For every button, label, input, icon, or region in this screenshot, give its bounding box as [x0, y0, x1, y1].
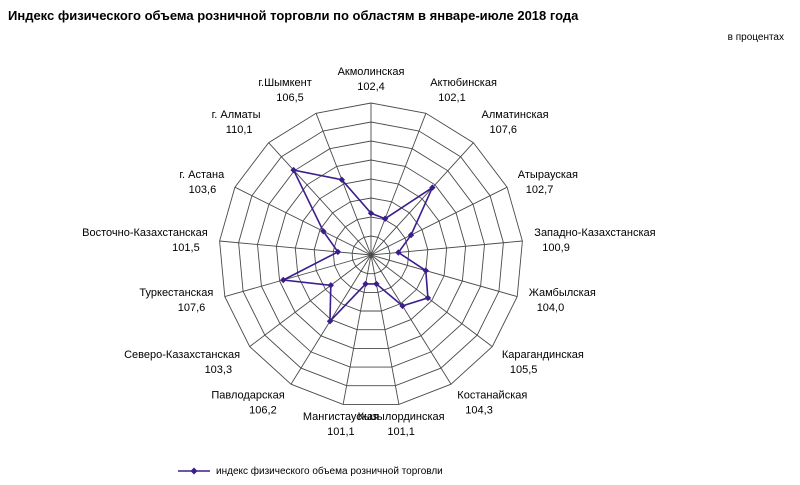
data-point-11	[327, 282, 334, 289]
category-label-0: Акмолинская	[338, 66, 405, 78]
spoke-3	[370, 186, 508, 256]
value-label-12: 107,6	[178, 302, 206, 314]
category-label-8: Кызылординская	[358, 411, 445, 423]
spoke-1	[370, 113, 427, 256]
spoke-5	[370, 254, 518, 298]
legend-point	[190, 467, 198, 475]
grid-ring-4	[294, 178, 448, 331]
grid-ring-2	[332, 216, 410, 293]
category-label-13: Восточно-Казахстанская	[82, 227, 208, 239]
category-label-5: Жамбылская	[529, 287, 596, 299]
category-label-12: Туркестанская	[139, 287, 213, 299]
grid	[219, 102, 523, 405]
category-label-6: Карагандинская	[502, 349, 584, 361]
category-labels: Акмолинская 102,4 Актюбинская 102,1 Алматинс…	[82, 66, 655, 438]
category-label-10: Павлодарская	[211, 389, 284, 401]
value-label-0: 102,4	[357, 81, 385, 93]
value-label-14: 103,6	[189, 184, 217, 196]
value-label-13: 101,5	[172, 242, 200, 254]
value-label-8: 101,1	[387, 426, 415, 438]
spoke-13	[219, 240, 372, 256]
value-label-16: 106,5	[276, 92, 304, 104]
spoke-4	[370, 240, 523, 256]
series-layer	[280, 166, 436, 325]
data-point-0	[367, 210, 375, 217]
value-label-2: 107,6	[490, 124, 518, 136]
category-label-2: Алматинская	[482, 109, 549, 121]
spoke-7	[370, 254, 452, 385]
grid-ring-7	[238, 121, 504, 387]
data-point-5	[422, 267, 429, 274]
chart-title: Индекс физического объема розничной торг…	[8, 8, 579, 23]
value-label-15: 110,1	[226, 124, 253, 136]
data-point-3	[407, 231, 415, 239]
spoke-8	[370, 254, 400, 405]
spoke-6	[370, 254, 493, 347]
data-point-7	[399, 302, 406, 310]
data-point-13	[334, 248, 342, 256]
data-point-1	[381, 215, 389, 222]
category-label-4: Западно-Казахстанская	[534, 227, 655, 239]
grid-ring-8	[219, 102, 523, 405]
spoke-16	[315, 113, 372, 256]
data-point-2	[429, 184, 436, 191]
value-label-3: 102,7	[526, 184, 554, 196]
category-label-14: г. Астана	[179, 169, 225, 181]
category-label-15: г. Алматы	[212, 109, 261, 121]
legend-text: индекс физического объема розничной торг…	[216, 466, 443, 477]
data-point-14	[320, 228, 327, 235]
category-label-11: Северо-Казахстанская	[124, 349, 240, 361]
grid-ring-5	[275, 159, 467, 349]
data-point-16	[338, 176, 345, 183]
data-point-6	[424, 294, 432, 302]
value-label-1: 102,1	[438, 92, 466, 104]
value-label-6: 105,5	[510, 364, 538, 376]
value-label-10: 106,2	[249, 404, 277, 416]
data-point-10	[326, 318, 334, 325]
units-label: в процентах	[727, 32, 784, 43]
spoke-2	[370, 142, 474, 256]
data-point-15	[290, 166, 297, 174]
spoke-11	[249, 254, 372, 347]
category-label-16: г.Шымкент	[258, 77, 311, 89]
category-label-3: Атырауская	[518, 169, 578, 181]
category-label-9: Мангистауская	[303, 411, 379, 423]
spoke-14	[234, 186, 372, 256]
category-label-1: Актюбинская	[430, 77, 497, 89]
data-point-9	[362, 280, 369, 288]
grid-ring-6	[257, 140, 485, 368]
value-label-7: 104,3	[465, 404, 493, 416]
value-label-11: 103,3	[205, 364, 233, 376]
value-label-9: 101,1	[327, 426, 355, 438]
category-label-7: Костанайская	[457, 389, 527, 401]
spoke-15	[268, 142, 372, 256]
data-point-4	[395, 249, 402, 256]
data-point-8	[373, 280, 380, 288]
legend-marker	[178, 467, 210, 475]
spoke-12	[224, 254, 372, 298]
data-point-12	[280, 276, 287, 284]
value-label-4: 100,9	[542, 242, 570, 254]
series-line	[280, 169, 435, 324]
spoke-9	[342, 254, 372, 405]
grid-ring-1	[351, 235, 391, 275]
value-label-5: 104,0	[537, 302, 565, 314]
